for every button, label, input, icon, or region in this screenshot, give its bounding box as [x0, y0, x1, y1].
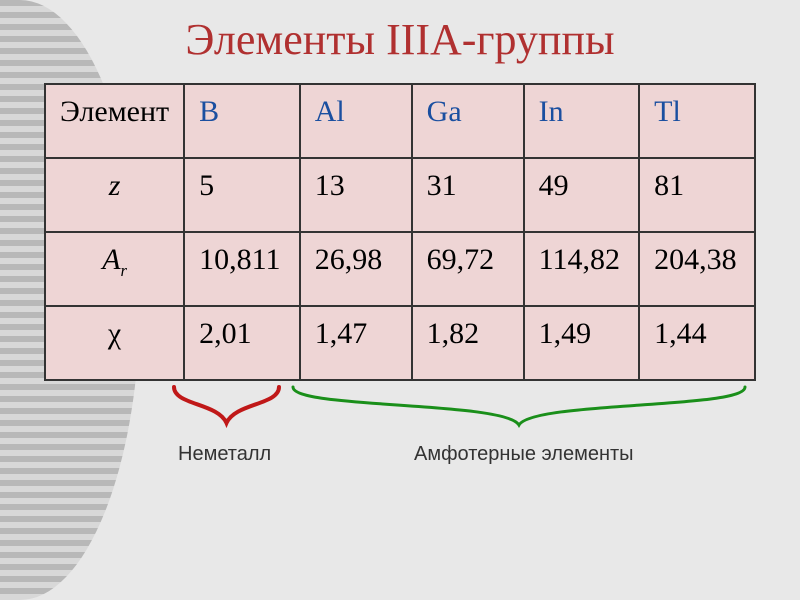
cell: 204,38	[639, 232, 755, 306]
cell: 1,47	[300, 306, 412, 380]
table-row: Ar 10,811 26,98 69,72 114,82 204,38	[45, 232, 755, 306]
cell: Al	[300, 84, 412, 158]
brace-amphoteric	[285, 383, 753, 439]
cell: Ga	[412, 84, 524, 158]
table-row-header: Элемент B Al Ga In Tl	[45, 84, 755, 158]
row-label: χ	[45, 306, 184, 380]
cell: 2,01	[184, 306, 300, 380]
cell: 1,49	[524, 306, 640, 380]
slide: Элементы IIIА-группы Элемент B Al Ga In …	[0, 0, 800, 600]
cell: Tl	[639, 84, 755, 158]
row-label: Элемент	[45, 84, 184, 158]
annotations: Неметалл Амфотерные элементы	[44, 381, 756, 501]
cell: 26,98	[300, 232, 412, 306]
cell: 114,82	[524, 232, 640, 306]
cell: B	[184, 84, 300, 158]
cell: 5	[184, 158, 300, 232]
label-nonmetal: Неметалл	[178, 443, 271, 466]
elements-table: Элемент B Al Ga In Tl z 5 13 31 49 81 Ar…	[44, 83, 756, 381]
row-label-text: A	[102, 243, 120, 276]
cell: In	[524, 84, 640, 158]
row-label: z	[45, 158, 184, 232]
slide-title: Элементы IIIА-группы	[0, 14, 800, 65]
cell: 69,72	[412, 232, 524, 306]
cell: 31	[412, 158, 524, 232]
cell: 49	[524, 158, 640, 232]
cell: 1,82	[412, 306, 524, 380]
cell: 10,811	[184, 232, 300, 306]
table-row: χ 2,01 1,47 1,82 1,49 1,44	[45, 306, 755, 380]
elements-table-wrap: Элемент B Al Ga In Tl z 5 13 31 49 81 Ar…	[44, 83, 756, 381]
cell: 81	[639, 158, 755, 232]
row-label-sub: r	[121, 261, 127, 280]
label-amphoteric: Амфотерные элементы	[414, 443, 634, 466]
table-row: z 5 13 31 49 81	[45, 158, 755, 232]
cell: 1,44	[639, 306, 755, 380]
row-label: Ar	[45, 232, 184, 306]
cell: 13	[300, 158, 412, 232]
brace-nonmetal	[168, 383, 285, 439]
